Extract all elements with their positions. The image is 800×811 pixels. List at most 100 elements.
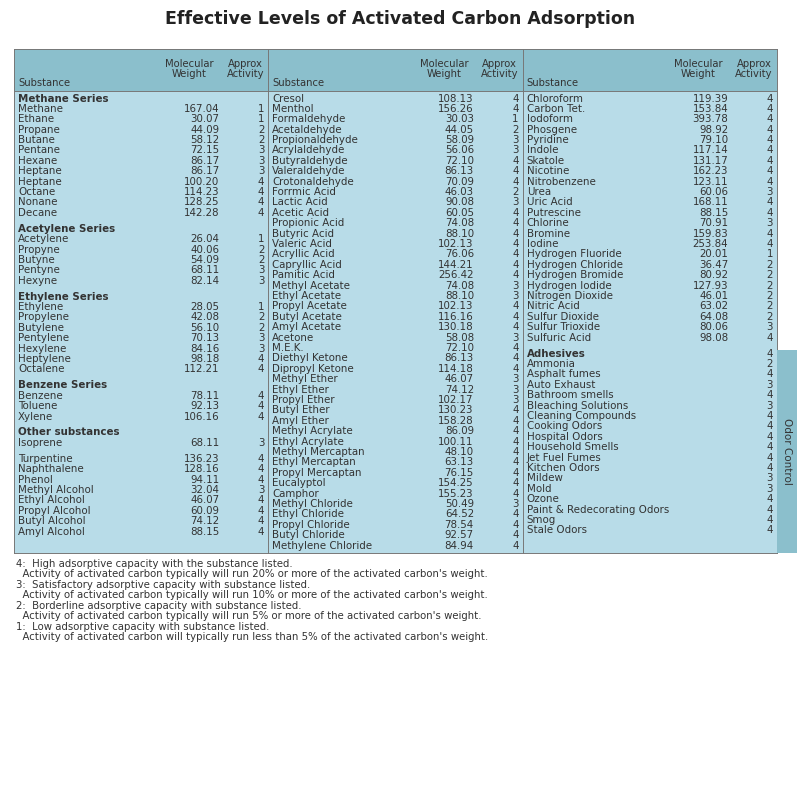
Text: Forrmic Acid: Forrmic Acid xyxy=(272,187,336,197)
Text: Benzene Series: Benzene Series xyxy=(18,380,107,390)
Text: 3: 3 xyxy=(512,291,518,301)
Text: Skatole: Skatole xyxy=(526,156,565,166)
Text: Xylene: Xylene xyxy=(18,412,54,422)
Text: 131.17: 131.17 xyxy=(693,156,728,166)
Text: 3: 3 xyxy=(258,156,264,166)
Text: 4: 4 xyxy=(512,520,518,530)
Text: Acetylene Series: Acetylene Series xyxy=(18,224,115,234)
Text: 4: 4 xyxy=(766,208,773,218)
Text: 4: 4 xyxy=(258,454,264,464)
Text: 80.92: 80.92 xyxy=(699,270,728,281)
Text: 4: 4 xyxy=(766,411,773,421)
Text: Acetaldehyde: Acetaldehyde xyxy=(272,125,343,135)
Text: 20.01: 20.01 xyxy=(699,250,728,260)
Text: Propyne: Propyne xyxy=(18,245,60,255)
Text: 2: 2 xyxy=(766,291,773,301)
Text: Isoprene: Isoprene xyxy=(18,438,62,448)
Text: 63.02: 63.02 xyxy=(699,302,728,311)
Text: Iodine: Iodine xyxy=(526,239,558,249)
Text: 74.08: 74.08 xyxy=(445,281,474,290)
Text: Pyridine: Pyridine xyxy=(526,135,569,145)
Text: Ammonia: Ammonia xyxy=(526,359,575,369)
Text: 4: 4 xyxy=(258,496,264,505)
Text: 153.84: 153.84 xyxy=(693,104,728,114)
Text: 4: 4 xyxy=(258,391,264,401)
Text: Methyl Mercaptan: Methyl Mercaptan xyxy=(272,447,365,457)
Text: 50.49: 50.49 xyxy=(445,499,474,509)
Text: 4: 4 xyxy=(258,526,264,537)
Text: 2: 2 xyxy=(258,323,264,333)
Text: Butyl Acetate: Butyl Acetate xyxy=(272,312,342,322)
Text: Activity of activated carbon will typically run less than 5% of the activated ca: Activity of activated carbon will typica… xyxy=(16,632,488,642)
Text: 4: 4 xyxy=(512,447,518,457)
Text: 64.08: 64.08 xyxy=(699,312,728,322)
Text: Amyl Alcohol: Amyl Alcohol xyxy=(18,526,85,537)
Text: 3: 3 xyxy=(258,438,264,448)
Text: Stale Odors: Stale Odors xyxy=(526,526,586,535)
Text: 4: 4 xyxy=(766,93,773,104)
Text: Kitchen Odors: Kitchen Odors xyxy=(526,463,599,473)
Text: Nicotine: Nicotine xyxy=(526,166,569,176)
Text: Heptane: Heptane xyxy=(18,166,62,176)
Text: 2: 2 xyxy=(766,260,773,270)
Text: 1: 1 xyxy=(512,114,518,124)
Text: 72.10: 72.10 xyxy=(445,156,474,166)
Text: 4: 4 xyxy=(512,406,518,415)
Text: Substance: Substance xyxy=(272,78,325,88)
Text: 114.18: 114.18 xyxy=(438,364,474,374)
Text: Sulfuric Acid: Sulfuric Acid xyxy=(526,333,590,343)
Text: 4: 4 xyxy=(766,198,773,208)
Text: Uric Acid: Uric Acid xyxy=(526,198,572,208)
Text: Acryllic Acid: Acryllic Acid xyxy=(272,250,335,260)
Text: 48.10: 48.10 xyxy=(445,447,474,457)
Text: Crotonaldehyde: Crotonaldehyde xyxy=(272,177,354,187)
Text: 4:  High adsorptive capacity with the substance listed.: 4: High adsorptive capacity with the sub… xyxy=(16,559,293,569)
Text: 4: 4 xyxy=(512,489,518,499)
Text: 4: 4 xyxy=(258,187,264,197)
Text: Hexane: Hexane xyxy=(18,156,58,166)
Text: 3:  Satisfactory adsorptive capacity with substance listed.: 3: Satisfactory adsorptive capacity with… xyxy=(16,580,310,590)
Text: 4: 4 xyxy=(766,515,773,525)
Text: 64.52: 64.52 xyxy=(445,509,474,520)
Text: Butylene: Butylene xyxy=(18,323,64,333)
Text: Mold: Mold xyxy=(526,484,551,494)
Text: 4: 4 xyxy=(512,509,518,520)
Text: 3: 3 xyxy=(512,333,518,343)
Text: Propionic Acid: Propionic Acid xyxy=(272,218,345,229)
Text: Putrescine: Putrescine xyxy=(526,208,581,218)
Text: 44.05: 44.05 xyxy=(445,125,474,135)
Text: 4: 4 xyxy=(512,239,518,249)
Text: Asphalt fumes: Asphalt fumes xyxy=(526,369,600,380)
Text: 128.16: 128.16 xyxy=(184,464,219,474)
Text: 74.08: 74.08 xyxy=(445,218,474,229)
Text: 2: 2 xyxy=(258,125,264,135)
Text: 46.01: 46.01 xyxy=(699,291,728,301)
Text: 4: 4 xyxy=(258,354,264,364)
Text: 90.08: 90.08 xyxy=(445,198,474,208)
Text: 4: 4 xyxy=(512,322,518,333)
Text: 92.13: 92.13 xyxy=(190,401,219,411)
Text: 136.23: 136.23 xyxy=(184,454,219,464)
Text: 4: 4 xyxy=(258,401,264,411)
Text: Iodoform: Iodoform xyxy=(526,114,573,124)
Text: 56.10: 56.10 xyxy=(190,323,219,333)
Text: 94.11: 94.11 xyxy=(190,474,219,485)
Text: Sulfur Trioxide: Sulfur Trioxide xyxy=(526,322,600,333)
Text: Octane: Octane xyxy=(18,187,55,197)
Text: Phenol: Phenol xyxy=(18,474,53,485)
Text: 58.08: 58.08 xyxy=(445,333,474,343)
Text: 4: 4 xyxy=(258,412,264,422)
Text: 86.13: 86.13 xyxy=(445,354,474,363)
Text: 116.16: 116.16 xyxy=(438,312,474,322)
Text: 4: 4 xyxy=(512,208,518,218)
Text: 130.18: 130.18 xyxy=(438,322,474,333)
Text: Dipropyl Ketone: Dipropyl Ketone xyxy=(272,364,354,374)
Text: 2:  Borderline adsorptive capacity with substance listed.: 2: Borderline adsorptive capacity with s… xyxy=(16,601,302,611)
Text: 4: 4 xyxy=(766,431,773,442)
Text: Butyraldehyde: Butyraldehyde xyxy=(272,156,348,166)
Text: 78.11: 78.11 xyxy=(190,391,219,401)
Text: Chlorine: Chlorine xyxy=(526,218,570,229)
Text: Amyl Acetate: Amyl Acetate xyxy=(272,322,342,333)
Text: Phosgene: Phosgene xyxy=(526,125,577,135)
Text: Butyl Ether: Butyl Ether xyxy=(272,406,330,415)
